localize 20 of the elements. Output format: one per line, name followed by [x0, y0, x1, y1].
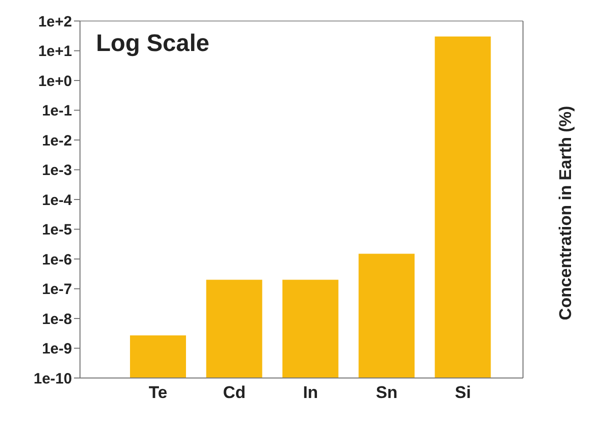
- y-tick-label: 1e-6: [42, 251, 72, 268]
- y-tick-label: 1e+0: [38, 72, 72, 90]
- y-tick-label: 1e-4: [42, 192, 73, 209]
- y-tick-label: 1e-10: [34, 370, 72, 388]
- y-tick-label: 1e+2: [38, 13, 72, 30]
- chart-title: Log Scale: [96, 30, 210, 58]
- y-tick-label: 1e-3: [42, 162, 72, 180]
- x-tick-label: Sn: [376, 383, 398, 402]
- x-tick-label: Te: [148, 383, 168, 402]
- y-tick-label: 1e-8: [42, 310, 72, 328]
- y-tick-label: 1e+1: [38, 43, 72, 60]
- x-tick-label: Cd: [222, 383, 246, 402]
- y-tick-label: 1e-1: [42, 102, 72, 120]
- y-tick-label: 1e-9: [42, 340, 72, 358]
- x-tick-label: In: [302, 383, 318, 402]
- y-tick-label: 1e-2: [42, 132, 72, 150]
- y-tick-label: 1e-5: [42, 222, 72, 239]
- y-tick-label: 1e-7: [42, 281, 72, 298]
- y-axis-title: Concentration in Earth (%): [556, 106, 576, 320]
- x-tick-label: Si: [454, 383, 471, 402]
